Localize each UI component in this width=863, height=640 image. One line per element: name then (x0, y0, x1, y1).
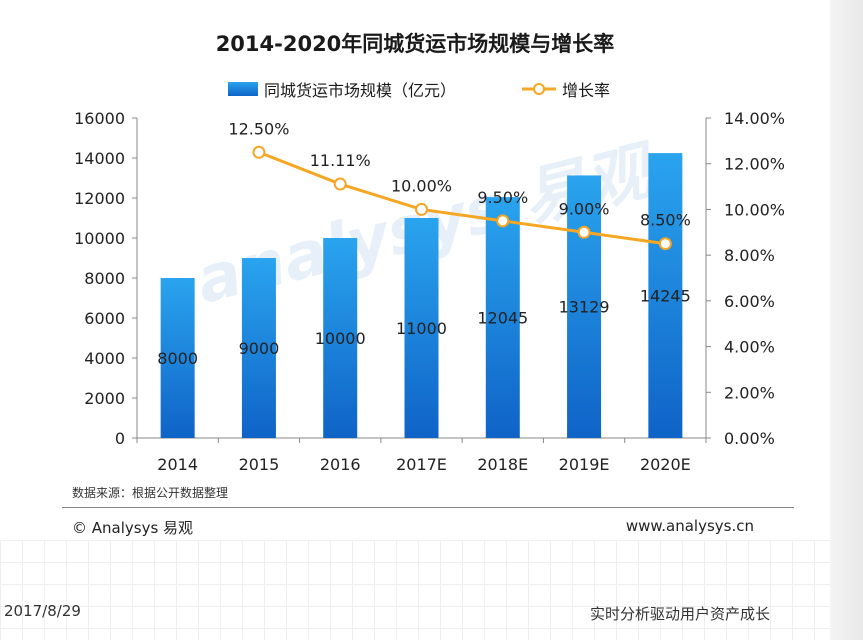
x-tick-label: 2014 (157, 455, 198, 474)
line-value-label: 8.50% (640, 211, 691, 230)
left-tick-label: 10000 (74, 229, 125, 248)
bar-value-label: 11000 (396, 319, 447, 338)
bar-value-label: 13129 (559, 298, 610, 317)
bar-value-label: 10000 (315, 329, 366, 348)
bar-value-label: 14245 (640, 287, 691, 306)
footer-grid (0, 540, 830, 640)
brand-text: © Analysys 易观 (72, 519, 194, 537)
x-tick-label: 2018E (477, 455, 528, 474)
footer-slogan: 实时分析驱动用户资产成长 (589, 605, 770, 623)
line-point (415, 202, 428, 216)
line-value-label: 12.50% (228, 119, 289, 138)
right-tick-label: 8.00% (724, 246, 775, 265)
line-value-label: 11.11% (310, 151, 371, 170)
legend-bar-swatch (228, 82, 258, 96)
chart-panel: 2014-2020年同城货运市场规模与增长率 同城货运市场规模（亿元） 增长率 … (0, 32, 830, 640)
left-tick-label: 12000 (74, 189, 125, 208)
combo-chart: 0 2000 4000 6000 8000 10000 12000 14000 16000 0.0… (74, 109, 785, 474)
chart-title: 2014-2020年同城货运市场规模与增长率 (215, 32, 615, 56)
divider (62, 507, 794, 508)
bar (241, 258, 276, 438)
left-tick-label: 8000 (84, 269, 125, 288)
line-point (577, 225, 591, 239)
line-point (333, 177, 347, 191)
right-tick-label: 12.00% (724, 155, 785, 174)
x-tick-label: 2019E (559, 455, 610, 474)
bar (160, 278, 195, 438)
legend-line-swatch (522, 83, 556, 95)
line-value-label: 10.00% (391, 176, 452, 195)
footer-date: 2017/8/29 (4, 602, 81, 620)
left-tick-label: 14000 (74, 149, 125, 168)
right-tick-label: 6.00% (724, 292, 775, 311)
left-tick-label: 0 (115, 429, 125, 448)
bar (485, 197, 520, 438)
website-link[interactable]: www.analysys.cn (625, 517, 754, 535)
x-tick-label: 2017E (396, 455, 447, 474)
bar (648, 153, 683, 438)
bar-value-label: 8000 (157, 349, 198, 368)
bar-value-label: 9000 (239, 339, 280, 358)
right-tick-label: 4.00% (724, 338, 775, 357)
x-tick-label: 2015 (239, 455, 280, 474)
left-tick-label: 16000 (74, 109, 125, 128)
legend-item-bar: 同城货运市场规模（亿元） (228, 77, 456, 101)
line-value-label: 9.50% (477, 188, 528, 207)
bar (323, 238, 358, 438)
right-tick-label: 10.00% (724, 200, 785, 219)
legend-line-label: 增长率 (562, 81, 611, 100)
x-tick-label: 2020E (640, 455, 691, 474)
bar (567, 175, 602, 439)
x-tick-label: 2016 (320, 455, 361, 474)
legend-bar-label: 同城货运市场规模（亿元） (264, 81, 457, 100)
line-point (658, 237, 672, 251)
line-value-label: 9.00% (559, 199, 610, 218)
bar-value-label: 12045 (477, 309, 528, 328)
line-point (496, 214, 510, 228)
left-tick-label: 4000 (84, 349, 125, 368)
right-edge (830, 0, 863, 640)
data-source: 数据来源：根据公开数据整理 (72, 486, 229, 500)
right-tick-label: 14.00% (724, 109, 785, 128)
left-tick-label: 6000 (84, 309, 125, 328)
left-tick-label: 2000 (84, 389, 125, 408)
right-tick-label: 2.00% (724, 383, 775, 402)
growth-line (258, 150, 666, 246)
bar (404, 218, 439, 438)
legend-item-line: 增长率 (522, 77, 610, 101)
right-tick-label: 0.00% (724, 429, 775, 448)
chart-legend: 同城货运市场规模（亿元） 增长率 (0, 77, 830, 101)
line-point (252, 145, 266, 159)
